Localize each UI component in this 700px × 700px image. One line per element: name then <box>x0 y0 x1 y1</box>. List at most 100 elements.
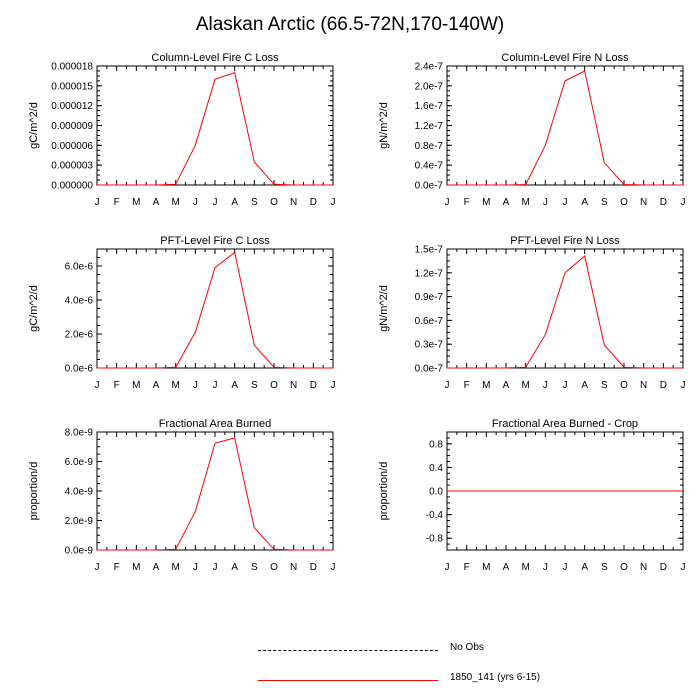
y-axis-label: gN/m^2/d <box>378 285 390 332</box>
x-tick-label: J <box>331 380 336 391</box>
x-tick-label: A <box>503 562 510 573</box>
x-tick-label: O <box>620 380 628 391</box>
y-tick-label: 0.000018 <box>51 62 93 73</box>
x-tick-label: J <box>543 562 548 573</box>
x-tick-label: J <box>331 197 336 208</box>
x-tick-label: F <box>114 562 120 573</box>
y-tick-label: 0.000006 <box>51 141 93 152</box>
y-tick-label: 4.0e-9 <box>65 487 94 498</box>
x-tick-label: A <box>581 197 588 208</box>
y-tick-label: 0.3e-7 <box>415 340 444 351</box>
x-tick-label: N <box>290 197 297 208</box>
x-tick-label: O <box>270 380 278 391</box>
x-tick-label: J <box>543 197 548 208</box>
y-axis-label: gC/m^2/d <box>28 102 40 149</box>
x-tick-label: M <box>521 562 529 573</box>
x-tick-label: O <box>270 562 278 573</box>
y-tick-label: 1.2e-7 <box>415 268 444 279</box>
x-tick-label: J <box>193 562 198 573</box>
y-tick-label: 0.4e-7 <box>415 161 444 172</box>
x-tick-label: S <box>601 562 608 573</box>
x-tick-label: J <box>213 380 218 391</box>
y-tick-label: 2.4e-7 <box>415 62 444 73</box>
x-tick-label: M <box>521 197 529 208</box>
x-tick-label: N <box>640 197 647 208</box>
x-tick-label: J <box>563 380 568 391</box>
legend-item-obs: No Obs <box>258 642 578 658</box>
x-tick-label: F <box>464 380 470 391</box>
x-tick-label: A <box>231 197 238 208</box>
x-tick-label: J <box>681 380 686 391</box>
x-tick-label: D <box>660 562 667 573</box>
y-tick-label: 2.0e-9 <box>65 516 94 527</box>
x-tick-label: J <box>563 562 568 573</box>
y-tick-label: 0.000009 <box>51 121 93 132</box>
plot-frame-2 <box>96 248 334 369</box>
y-tick-label: 0.0e-7 <box>415 364 444 375</box>
y-tick-label: 0.9e-7 <box>415 292 444 303</box>
x-tick-label: J <box>95 197 100 208</box>
x-tick-label: A <box>503 380 510 391</box>
series-line <box>447 255 683 369</box>
y-tick-label: 0.000012 <box>51 101 93 112</box>
x-tick-label: D <box>310 562 317 573</box>
x-tick-label: A <box>153 380 160 391</box>
y-tick-label: 2.0e-6 <box>65 330 94 341</box>
legend-item-model: 1850_141 (yrs 6-15) <box>258 672 578 688</box>
x-tick-label: D <box>310 380 317 391</box>
plot-frame-3 <box>446 248 684 369</box>
y-tick-label: 6.0e-9 <box>65 457 94 468</box>
x-tick-label: M <box>171 380 179 391</box>
x-tick-label: J <box>445 380 450 391</box>
y-tick-label: 0.0e-6 <box>65 364 94 375</box>
x-tick-label: J <box>445 197 450 208</box>
y-tick-label: 1.5e-7 <box>415 245 444 256</box>
x-tick-label: F <box>464 562 470 573</box>
x-tick-label: D <box>660 380 667 391</box>
chart-title: Fractional Area Burned <box>159 418 272 430</box>
x-tick-label: S <box>251 380 258 391</box>
y-tick-label: 0.0e-9 <box>65 546 94 557</box>
x-tick-label: O <box>620 197 628 208</box>
chart-title: Fractional Area Burned - Crop <box>492 418 638 430</box>
x-tick-label: J <box>193 197 198 208</box>
x-tick-label: A <box>581 380 588 391</box>
x-tick-label: M <box>482 197 490 208</box>
x-tick-label: A <box>153 197 160 208</box>
x-tick-label: J <box>543 380 548 391</box>
y-axis-label: gC/m^2/d <box>28 285 40 332</box>
y-tick-label: 0.000015 <box>51 81 93 92</box>
y-tick-label: -0.4 <box>426 510 444 521</box>
x-tick-label: M <box>171 562 179 573</box>
y-tick-label: 0.0 <box>429 487 443 498</box>
x-tick-label: J <box>681 562 686 573</box>
x-tick-label: S <box>601 197 608 208</box>
x-tick-label: N <box>640 562 647 573</box>
y-tick-label: 2.0e-7 <box>415 81 444 92</box>
x-tick-label: N <box>640 380 647 391</box>
x-tick-label: M <box>482 380 490 391</box>
y-tick-label: 8.0e-9 <box>65 428 94 439</box>
y-tick-label: 1.2e-7 <box>415 121 444 132</box>
legend-dashed-line <box>258 650 438 651</box>
plot-frame-4 <box>96 431 334 551</box>
y-tick-label: 4.0e-6 <box>65 296 94 307</box>
x-tick-label: M <box>482 562 490 573</box>
plot-frame-1 <box>446 65 684 186</box>
x-tick-label: J <box>95 380 100 391</box>
y-tick-label: 0.8 <box>429 439 443 450</box>
x-tick-label: J <box>193 380 198 391</box>
x-tick-label: S <box>251 197 258 208</box>
y-tick-label: 0.4 <box>429 463 443 474</box>
x-tick-label: N <box>290 380 297 391</box>
x-tick-label: A <box>231 380 238 391</box>
x-tick-label: M <box>132 380 140 391</box>
x-tick-label: J <box>681 197 686 208</box>
x-tick-label: F <box>464 197 470 208</box>
x-tick-label: A <box>581 562 588 573</box>
chart-title: Column-Level Fire N Loss <box>501 52 629 64</box>
x-tick-label: A <box>231 562 238 573</box>
x-tick-label: F <box>114 197 120 208</box>
x-tick-label: J <box>213 562 218 573</box>
